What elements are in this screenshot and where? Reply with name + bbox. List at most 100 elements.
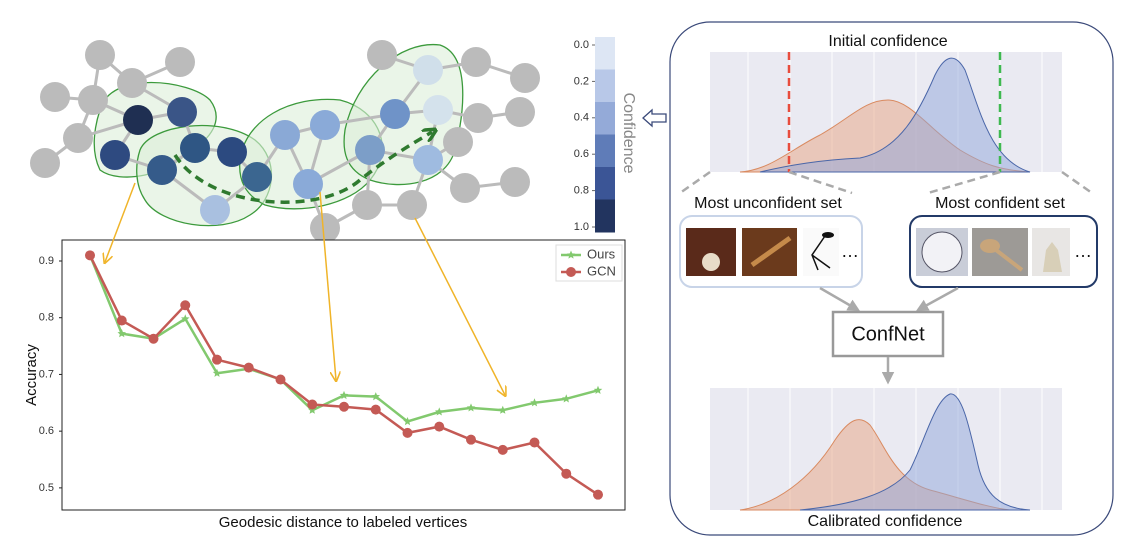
ellipsis: … [841,241,859,261]
legend-label: Ours [587,246,616,261]
graph-node [200,195,230,225]
graph-node [167,97,197,127]
circle-marker [180,300,191,311]
circle-marker [561,468,572,479]
model-box [831,310,945,358]
circle-marker [593,489,603,500]
model-label: ConfNet [851,323,925,345]
circle-marker [566,267,576,277]
graph-node [217,137,247,167]
graph-node [85,40,115,70]
graph-node [443,127,473,157]
initial-title: Initial confidence [828,33,947,50]
star-marker [435,407,444,416]
hollow-arrow [642,108,667,128]
y-tick-label: 0.8 [39,312,54,324]
star-marker [181,314,190,323]
graph-node [242,162,272,192]
graph-node [63,123,93,153]
graph-node [423,95,453,125]
circle-marker [85,250,95,261]
propagation-arrow [173,132,432,204]
colorbar-tick-label: 0.0 [574,39,589,51]
star-marker [308,405,317,414]
star-marker [371,392,380,401]
flow-arrow [819,286,861,312]
graph-node [40,82,70,112]
star-marker [530,398,539,407]
star-marker [562,394,571,403]
pointer-arrow [414,217,505,395]
graph-node [165,47,195,77]
circle-marker [116,315,127,326]
star-marker [566,250,576,259]
colorbar-label: Confidence [620,93,637,174]
circle-marker [148,333,159,344]
graph-node [117,68,147,98]
colorbar-tick-label: 0.4 [574,112,589,124]
colorbar-tick-label: 0.2 [574,75,589,87]
unconfident-title: Most unconfident set [694,195,842,212]
graph-node [100,140,130,170]
graph-node [510,63,540,93]
graph-node [500,167,530,197]
line-chart: 0.5 0.6 0.7 0.8 0.9 Ours GCN [39,244,623,500]
sample-images [686,228,1070,276]
colorbar-tick-label: 0.8 [574,185,589,197]
y-tick-label: 0.5 [39,482,54,494]
colorbar-band [595,37,615,70]
confident-title: Most confident set [935,195,1065,212]
graph-node [450,173,480,203]
star-marker [403,417,412,426]
star-marker [593,385,603,394]
graph-node [413,55,443,85]
graph-node [78,85,108,115]
graph-node [293,169,323,199]
graph-node [180,133,210,163]
circle-marker [466,434,476,445]
colorbar-band [595,102,615,135]
legend-label: GCN [587,263,616,278]
star-marker [498,405,507,414]
y-axis-label: Accuracy [23,344,40,406]
graph-node [355,135,385,165]
graph-node [30,148,60,178]
graph-node [463,103,493,133]
colorbar-tick-label: 1.0 [574,221,589,233]
circle-marker [275,374,286,385]
ellipsis: … [1074,241,1092,261]
colorbar-band [595,167,615,200]
y-tick-label: 0.9 [39,255,54,267]
circle-marker [339,401,349,412]
y-tick-label: 0.6 [39,425,54,437]
calibrated-title: Calibrated confidence [808,513,963,530]
colorbar-band [595,134,615,168]
graph-node [147,155,177,185]
star-marker [212,368,222,377]
plot-frame [61,239,626,511]
circle-marker [529,437,540,448]
colorbar-band [595,199,615,233]
graph-node [310,110,340,140]
graph-node [397,190,427,220]
pointer-arrow [319,191,336,380]
graph-node [310,213,340,243]
graph-node [505,97,535,127]
pointer-arrow [105,182,136,262]
graph-diagram [30,40,540,243]
circle-marker [307,399,318,410]
circle-marker [212,354,222,365]
circle-marker [370,404,381,415]
star-marker [339,390,349,400]
zoom-lines [679,170,1093,195]
circle-marker [434,421,445,432]
star-marker [117,329,126,338]
circle-marker [497,444,508,455]
graph-node [270,120,300,150]
colorbar: 0.0 0.2 0.4 0.6 0.8 1.0 [574,37,615,233]
star-marker [466,403,476,412]
circle-marker [402,427,413,438]
graph-node [367,40,397,70]
initial-density-plot [710,52,1062,173]
